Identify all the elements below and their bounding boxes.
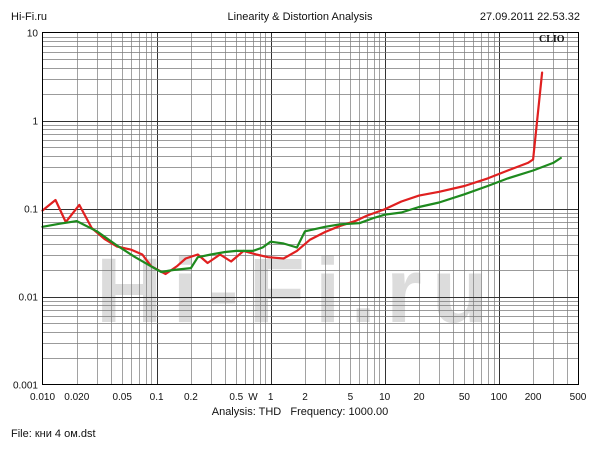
x-tick-label: 50 [459,392,471,403]
series-layer [41,71,562,276]
clio-brand: CLIO [539,34,565,45]
analysis-frequency: Frequency: 1000.00 [290,406,389,418]
x-tick-label: 500 [570,392,587,403]
y-tick-label: 0.001 [13,381,38,392]
x-tick-label: 0.05 [112,392,132,403]
x-tick-label: 0.010 [30,392,55,403]
x-tick-label: W [248,392,258,403]
watermark: Hi-Fi.ru [96,240,498,342]
x-tick-label: 20 [413,392,425,403]
plot-frame [42,32,579,385]
x-tick-label: 200 [525,392,542,403]
grid [42,32,579,385]
tick-labels: 0.010 0.020 0.05 0.1 0.2 0.5 W 1 2 5 10 20 50 100 200 5… [13,29,587,404]
x-tick-label: 2 [302,392,308,403]
x-tick-label: 0.1 [150,392,164,403]
chart-title: Linearity & Distortion Analysis [227,11,373,23]
x-tick-label: 100 [490,392,507,403]
x-tick-label: 0.020 [64,392,89,403]
analysis-caption: Analysis: THD Frequency: 1000.00 [0,406,600,418]
timestamp: 27.09.2011 22.53.32 [479,11,580,23]
x-tick-label: 0.2 [184,392,198,403]
x-tick-label: 5 [348,392,354,403]
x-tick-label: 10 [379,392,391,403]
x-tick-label: 0.5 [229,392,243,403]
y-tick-label: 10 [27,29,39,40]
file-name: File: кни 4 ом.dst [11,428,96,440]
site-name: Hi-Fi.ru [11,11,48,23]
y-tick-label: 1 [32,117,38,128]
analysis-type: Analysis: THD [211,406,282,418]
x-tick-label: 1 [268,392,274,403]
y-tick-label: 0.1 [24,205,38,216]
y-tick-label: 0.01 [19,293,39,304]
green-thd-curve [41,156,562,274]
